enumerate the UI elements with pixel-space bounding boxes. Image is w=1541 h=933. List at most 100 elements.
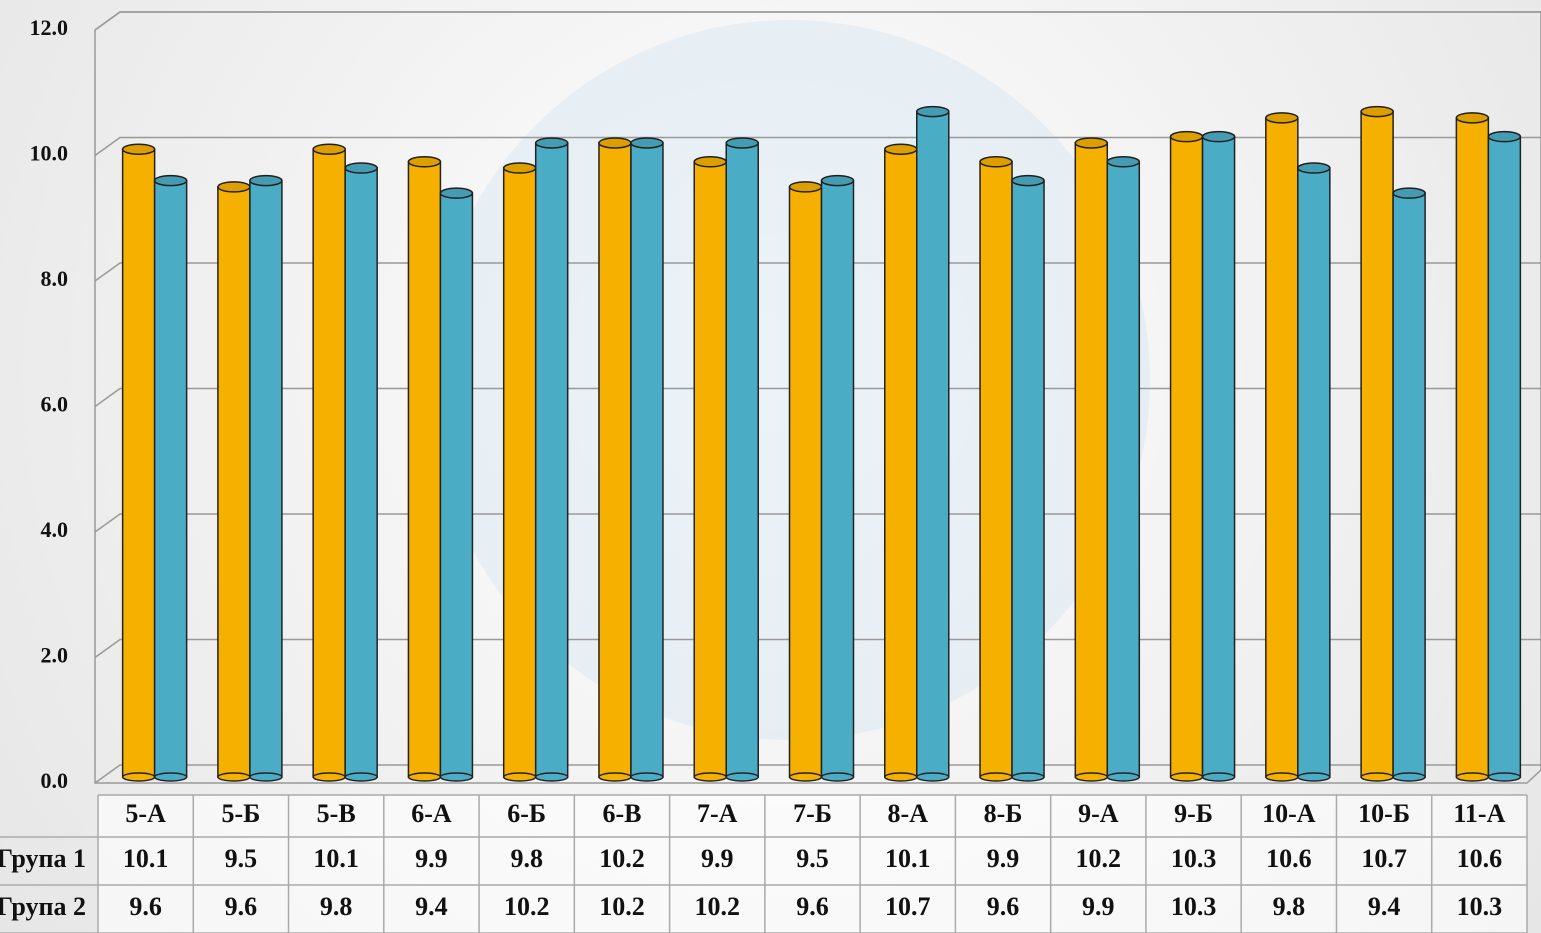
bar-bottom [121, 772, 156, 782]
bar [1392, 187, 1426, 782]
bar-top [534, 137, 569, 149]
bar-bottom [1360, 772, 1394, 782]
bar-body [820, 179, 855, 778]
table-value: 9.4 [1368, 892, 1401, 921]
table-value: 9.5 [796, 844, 829, 873]
bar [1265, 112, 1299, 782]
bar-body [630, 142, 664, 778]
bar-body [249, 179, 283, 778]
bar-top [916, 105, 950, 118]
table-value: 9.6 [225, 892, 258, 921]
bar-body [502, 167, 537, 778]
y-tick-label: 10.0 [30, 141, 69, 166]
bar [344, 162, 378, 782]
bar-top [439, 187, 474, 199]
bar-bottom [534, 772, 569, 782]
x-tick-label: 8-Б [984, 799, 1023, 828]
bar [217, 181, 251, 782]
bar-body [1169, 135, 1204, 778]
bar-top [121, 143, 156, 155]
bar-bottom [312, 772, 346, 782]
x-tick-label: 6-Б [507, 799, 546, 828]
bar [1169, 130, 1204, 782]
table-value: 9.9 [1082, 892, 1115, 921]
bar-body [121, 148, 156, 778]
table-value: 10.3 [1457, 892, 1503, 921]
bar [884, 143, 918, 782]
x-tick-label: 10-Б [1358, 799, 1410, 828]
bar-bottom [1455, 772, 1490, 782]
bar [439, 187, 474, 782]
table-value: 10.6 [1266, 844, 1312, 873]
bar-top [979, 156, 1013, 168]
y-tick-label: 0.0 [41, 768, 69, 793]
table-value: 9.9 [987, 844, 1020, 873]
grid-line [94, 764, 1541, 784]
x-tick-label: 9-А [1078, 799, 1119, 828]
bar-bottom [693, 772, 727, 782]
bar-top [407, 156, 442, 168]
bar-top [598, 137, 632, 149]
table-value: 10.1 [313, 844, 359, 873]
bar-bottom [344, 772, 378, 782]
table-value: 10.3 [1171, 844, 1217, 873]
bar-top [249, 174, 283, 187]
bar-bottom [439, 772, 474, 782]
y-tick-label: 8.0 [41, 266, 69, 291]
bar [1360, 105, 1394, 782]
bar-body [1392, 192, 1426, 778]
bar-bottom [249, 772, 283, 782]
bar-body [979, 161, 1013, 778]
table-value: 10.2 [694, 892, 740, 921]
bar-top [1169, 130, 1204, 143]
bar-body [884, 148, 918, 778]
bar [725, 137, 759, 782]
bar-body [1011, 179, 1045, 778]
bar-bottom [1297, 772, 1331, 782]
table-value: 9.4 [415, 892, 448, 921]
bar-body [1297, 167, 1331, 778]
bar-top [312, 143, 346, 155]
table-value: 10.7 [885, 892, 931, 921]
bar-top [1106, 156, 1141, 168]
bar [153, 174, 188, 782]
bar [630, 137, 664, 782]
bar [1201, 130, 1236, 782]
y-tick-label: 2.0 [41, 643, 69, 668]
bar-top [884, 143, 918, 155]
bar [820, 174, 855, 782]
x-tick-label: 6-В [602, 799, 641, 828]
bar [249, 174, 283, 782]
table-value: 9.9 [415, 844, 448, 873]
bar [407, 156, 442, 782]
bar-top [1265, 112, 1299, 124]
bar [121, 143, 156, 782]
bar [1455, 112, 1490, 782]
bar-bottom [153, 772, 188, 782]
y-tick-label: 12.0 [30, 15, 69, 40]
legend-label: Група 1 [0, 844, 86, 873]
bar-body [1487, 135, 1522, 778]
table-value: 10.1 [885, 844, 931, 873]
bar [312, 143, 346, 782]
bar-bottom [1011, 772, 1045, 782]
x-tick-label: 11-А [1453, 799, 1505, 828]
bar-bottom [1487, 772, 1522, 782]
bar-body [1265, 117, 1299, 778]
bar-top [693, 156, 727, 168]
x-tick-label: 9-Б [1174, 799, 1213, 828]
bar-top [1297, 162, 1331, 174]
bar-bottom [1074, 772, 1109, 782]
bar-body [153, 179, 188, 778]
x-tick-label: 10-А [1262, 799, 1316, 828]
bar-top [725, 137, 759, 149]
bar-body [407, 161, 442, 778]
bar-top [630, 137, 664, 149]
y-tick-label: 4.0 [41, 517, 69, 542]
x-tick-label: 8-А [888, 799, 929, 828]
bar-bottom [1392, 772, 1426, 782]
bar-body [312, 148, 346, 778]
bar-bottom [217, 772, 251, 782]
table-value: 9.8 [1273, 892, 1306, 921]
table-value: 9.8 [320, 892, 353, 921]
